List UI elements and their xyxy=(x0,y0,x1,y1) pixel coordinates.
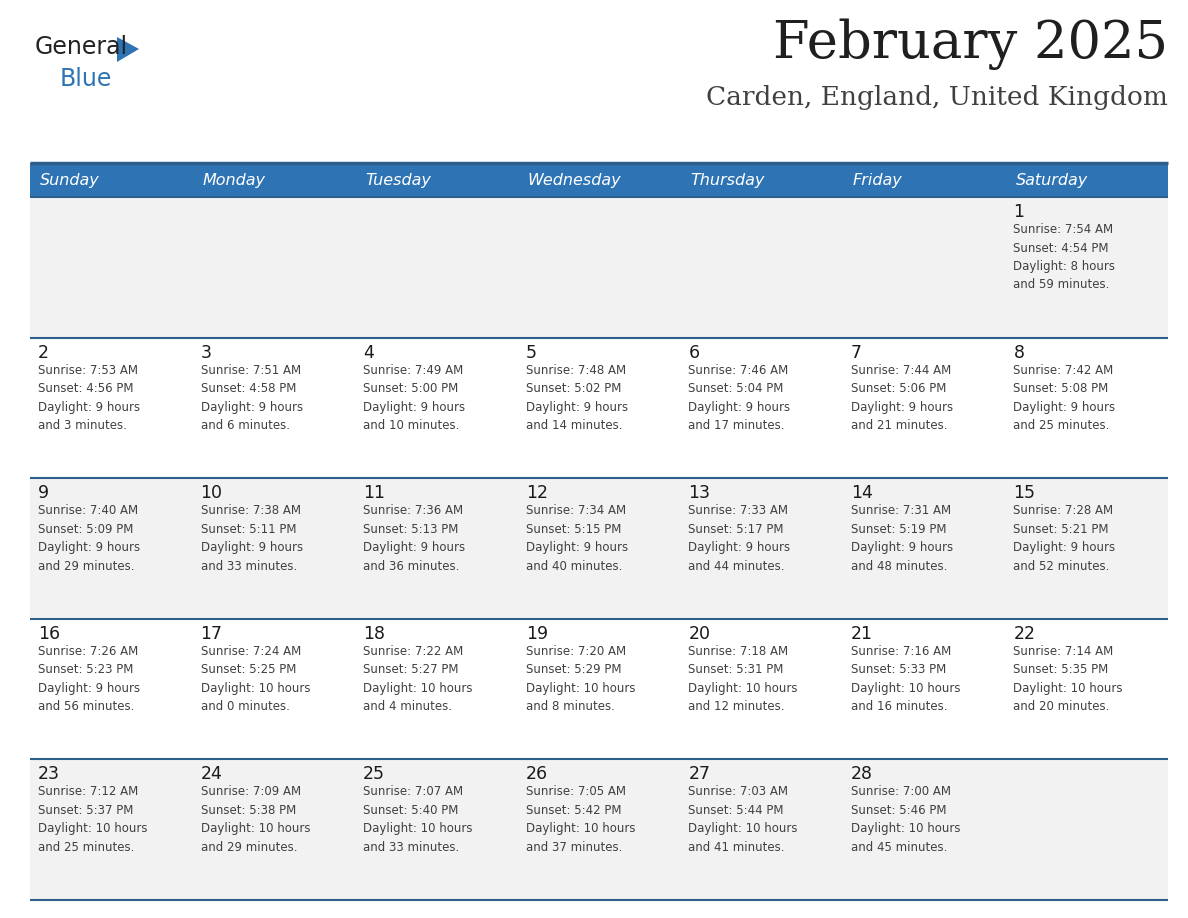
Text: Sunrise: 7:12 AM
Sunset: 5:37 PM
Daylight: 10 hours
and 25 minutes.: Sunrise: 7:12 AM Sunset: 5:37 PM Dayligh… xyxy=(38,786,147,854)
Bar xyxy=(30,163,1168,197)
Text: Sunrise: 7:51 AM
Sunset: 4:58 PM
Daylight: 9 hours
and 6 minutes.: Sunrise: 7:51 AM Sunset: 4:58 PM Dayligh… xyxy=(201,364,303,432)
Text: Sunrise: 7:54 AM
Sunset: 4:54 PM
Daylight: 8 hours
and 59 minutes.: Sunrise: 7:54 AM Sunset: 4:54 PM Dayligh… xyxy=(1013,223,1116,292)
Text: Sunrise: 7:16 AM
Sunset: 5:33 PM
Daylight: 10 hours
and 16 minutes.: Sunrise: 7:16 AM Sunset: 5:33 PM Dayligh… xyxy=(851,644,960,713)
Text: Sunrise: 7:07 AM
Sunset: 5:40 PM
Daylight: 10 hours
and 33 minutes.: Sunrise: 7:07 AM Sunset: 5:40 PM Dayligh… xyxy=(364,786,473,854)
Text: Sunrise: 7:49 AM
Sunset: 5:00 PM
Daylight: 9 hours
and 10 minutes.: Sunrise: 7:49 AM Sunset: 5:00 PM Dayligh… xyxy=(364,364,466,432)
Text: 6: 6 xyxy=(688,343,700,362)
Text: Sunrise: 7:34 AM
Sunset: 5:15 PM
Daylight: 9 hours
and 40 minutes.: Sunrise: 7:34 AM Sunset: 5:15 PM Dayligh… xyxy=(526,504,627,573)
Text: Sunrise: 7:42 AM
Sunset: 5:08 PM
Daylight: 9 hours
and 25 minutes.: Sunrise: 7:42 AM Sunset: 5:08 PM Dayligh… xyxy=(1013,364,1116,432)
Text: 28: 28 xyxy=(851,766,873,783)
Text: Sunday: Sunday xyxy=(40,173,100,187)
Text: Sunrise: 7:22 AM
Sunset: 5:27 PM
Daylight: 10 hours
and 4 minutes.: Sunrise: 7:22 AM Sunset: 5:27 PM Dayligh… xyxy=(364,644,473,713)
Text: Sunrise: 7:28 AM
Sunset: 5:21 PM
Daylight: 9 hours
and 52 minutes.: Sunrise: 7:28 AM Sunset: 5:21 PM Dayligh… xyxy=(1013,504,1116,573)
Text: Sunrise: 7:14 AM
Sunset: 5:35 PM
Daylight: 10 hours
and 20 minutes.: Sunrise: 7:14 AM Sunset: 5:35 PM Dayligh… xyxy=(1013,644,1123,713)
Text: Sunrise: 7:38 AM
Sunset: 5:11 PM
Daylight: 9 hours
and 33 minutes.: Sunrise: 7:38 AM Sunset: 5:11 PM Dayligh… xyxy=(201,504,303,573)
Text: 9: 9 xyxy=(38,484,49,502)
Text: 8: 8 xyxy=(1013,343,1024,362)
Text: Sunrise: 7:24 AM
Sunset: 5:25 PM
Daylight: 10 hours
and 0 minutes.: Sunrise: 7:24 AM Sunset: 5:25 PM Dayligh… xyxy=(201,644,310,713)
Text: 4: 4 xyxy=(364,343,374,362)
Text: 16: 16 xyxy=(38,625,61,643)
Text: Sunrise: 7:03 AM
Sunset: 5:44 PM
Daylight: 10 hours
and 41 minutes.: Sunrise: 7:03 AM Sunset: 5:44 PM Dayligh… xyxy=(688,786,798,854)
Text: Sunrise: 7:44 AM
Sunset: 5:06 PM
Daylight: 9 hours
and 21 minutes.: Sunrise: 7:44 AM Sunset: 5:06 PM Dayligh… xyxy=(851,364,953,432)
Text: Carden, England, United Kingdom: Carden, England, United Kingdom xyxy=(706,85,1168,110)
Text: 15: 15 xyxy=(1013,484,1036,502)
Text: Wednesday: Wednesday xyxy=(527,173,621,187)
Text: Sunrise: 7:40 AM
Sunset: 5:09 PM
Daylight: 9 hours
and 29 minutes.: Sunrise: 7:40 AM Sunset: 5:09 PM Dayligh… xyxy=(38,504,140,573)
Text: 25: 25 xyxy=(364,766,385,783)
Bar xyxy=(30,619,1168,759)
Text: 24: 24 xyxy=(201,766,222,783)
Bar xyxy=(30,478,1168,619)
Text: 3: 3 xyxy=(201,343,211,362)
Text: 18: 18 xyxy=(364,625,385,643)
Text: 1: 1 xyxy=(1013,203,1024,221)
Text: Sunrise: 7:46 AM
Sunset: 5:04 PM
Daylight: 9 hours
and 17 minutes.: Sunrise: 7:46 AM Sunset: 5:04 PM Dayligh… xyxy=(688,364,790,432)
Text: Sunrise: 7:18 AM
Sunset: 5:31 PM
Daylight: 10 hours
and 12 minutes.: Sunrise: 7:18 AM Sunset: 5:31 PM Dayligh… xyxy=(688,644,798,713)
Text: Monday: Monday xyxy=(203,173,266,187)
Text: 13: 13 xyxy=(688,484,710,502)
Text: 19: 19 xyxy=(526,625,548,643)
Text: Sunrise: 7:36 AM
Sunset: 5:13 PM
Daylight: 9 hours
and 36 minutes.: Sunrise: 7:36 AM Sunset: 5:13 PM Dayligh… xyxy=(364,504,466,573)
Text: 12: 12 xyxy=(526,484,548,502)
Text: 27: 27 xyxy=(688,766,710,783)
Polygon shape xyxy=(116,37,139,62)
Text: 5: 5 xyxy=(526,343,537,362)
Text: 11: 11 xyxy=(364,484,385,502)
Bar xyxy=(30,759,1168,900)
Text: Blue: Blue xyxy=(61,67,113,91)
Text: Sunrise: 7:20 AM
Sunset: 5:29 PM
Daylight: 10 hours
and 8 minutes.: Sunrise: 7:20 AM Sunset: 5:29 PM Dayligh… xyxy=(526,644,636,713)
Text: 2: 2 xyxy=(38,343,49,362)
Text: Sunrise: 7:05 AM
Sunset: 5:42 PM
Daylight: 10 hours
and 37 minutes.: Sunrise: 7:05 AM Sunset: 5:42 PM Dayligh… xyxy=(526,786,636,854)
Text: Thursday: Thursday xyxy=(690,173,765,187)
Text: Friday: Friday xyxy=(853,173,903,187)
Text: Sunrise: 7:26 AM
Sunset: 5:23 PM
Daylight: 9 hours
and 56 minutes.: Sunrise: 7:26 AM Sunset: 5:23 PM Dayligh… xyxy=(38,644,140,713)
Bar xyxy=(30,197,1168,338)
Text: 7: 7 xyxy=(851,343,861,362)
Text: Sunrise: 7:33 AM
Sunset: 5:17 PM
Daylight: 9 hours
and 44 minutes.: Sunrise: 7:33 AM Sunset: 5:17 PM Dayligh… xyxy=(688,504,790,573)
Text: 14: 14 xyxy=(851,484,873,502)
Text: 23: 23 xyxy=(38,766,61,783)
Text: 21: 21 xyxy=(851,625,873,643)
Text: Tuesday: Tuesday xyxy=(365,173,431,187)
Text: 22: 22 xyxy=(1013,625,1036,643)
Text: Sunrise: 7:48 AM
Sunset: 5:02 PM
Daylight: 9 hours
and 14 minutes.: Sunrise: 7:48 AM Sunset: 5:02 PM Dayligh… xyxy=(526,364,627,432)
Text: Saturday: Saturday xyxy=(1016,173,1088,187)
Text: 20: 20 xyxy=(688,625,710,643)
Text: 26: 26 xyxy=(526,766,548,783)
Text: Sunrise: 7:00 AM
Sunset: 5:46 PM
Daylight: 10 hours
and 45 minutes.: Sunrise: 7:00 AM Sunset: 5:46 PM Dayligh… xyxy=(851,786,960,854)
Text: General: General xyxy=(34,35,128,59)
Text: 17: 17 xyxy=(201,625,222,643)
Text: Sunrise: 7:31 AM
Sunset: 5:19 PM
Daylight: 9 hours
and 48 minutes.: Sunrise: 7:31 AM Sunset: 5:19 PM Dayligh… xyxy=(851,504,953,573)
Text: Sunrise: 7:53 AM
Sunset: 4:56 PM
Daylight: 9 hours
and 3 minutes.: Sunrise: 7:53 AM Sunset: 4:56 PM Dayligh… xyxy=(38,364,140,432)
Text: Sunrise: 7:09 AM
Sunset: 5:38 PM
Daylight: 10 hours
and 29 minutes.: Sunrise: 7:09 AM Sunset: 5:38 PM Dayligh… xyxy=(201,786,310,854)
Text: 10: 10 xyxy=(201,484,222,502)
Bar xyxy=(30,338,1168,478)
Text: February 2025: February 2025 xyxy=(773,18,1168,70)
